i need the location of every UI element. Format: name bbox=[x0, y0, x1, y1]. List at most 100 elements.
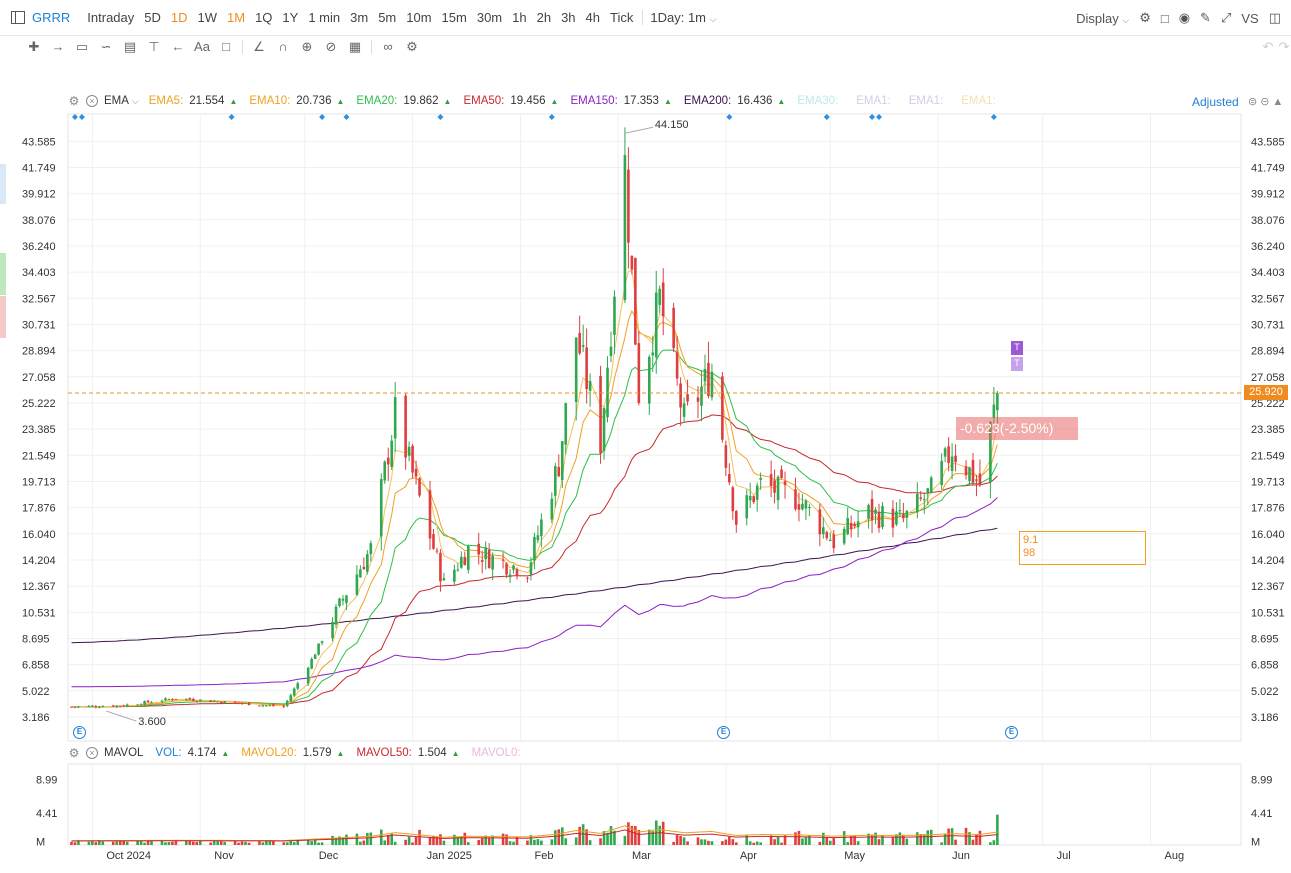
ema-legend: ⚙ × EMA ⌵ EMA5: 21.554 ▲ EMA10: 20.736 ▲ EMA20… bbox=[68, 95, 1014, 107]
indicator-name[interactable]: EMA bbox=[104, 95, 129, 107]
note-icon[interactable]: □ bbox=[222, 39, 230, 54]
candle-body bbox=[411, 445, 414, 473]
candle-body bbox=[526, 577, 529, 579]
mavol-legend: ⚙ × MAVOL VOL: 4.174 ▲ MAVOL20: 1.579 ▲ MAVOL5… bbox=[68, 747, 539, 759]
fullscreen-icon[interactable]: ⤢ bbox=[1220, 10, 1232, 25]
line-icon[interactable]: → bbox=[51, 39, 65, 54]
price-tick-label-left: 16.040 bbox=[22, 529, 56, 541]
tf-tick[interactable]: Tick bbox=[610, 10, 634, 25]
price-tick-label-left: 3.186 bbox=[22, 712, 50, 724]
legend-value: 20.736 bbox=[296, 95, 332, 107]
compare-button[interactable]: VS bbox=[1241, 10, 1259, 26]
tf-1w[interactable]: 1W bbox=[197, 10, 218, 25]
volume-bar bbox=[508, 841, 512, 845]
legend-label: EMA30: bbox=[797, 95, 839, 107]
trade-marker[interactable]: T bbox=[1011, 341, 1023, 355]
measure-box[interactable]: 9.1 98 bbox=[1019, 531, 1146, 565]
candle-body bbox=[91, 705, 94, 707]
candle-body bbox=[477, 543, 481, 555]
tf-1q[interactable]: 1Q bbox=[255, 10, 273, 25]
volume-bar bbox=[728, 836, 731, 845]
candle-body bbox=[393, 397, 397, 439]
legend-controls[interactable]: ⊜⊝▲ bbox=[1248, 96, 1287, 108]
earnings-marker[interactable]: E bbox=[73, 726, 86, 739]
volume-bar bbox=[480, 838, 484, 845]
tf-1h[interactable]: 1h bbox=[512, 10, 527, 25]
candle-body bbox=[658, 288, 662, 305]
square-icon[interactable]: □ bbox=[1160, 10, 1169, 26]
layout-icon[interactable]: ◫ bbox=[1268, 10, 1281, 25]
adjusted-toggle[interactable]: Adjusted bbox=[1192, 95, 1239, 109]
volume-bar bbox=[842, 831, 846, 845]
chevron-down-icon: ⌵ bbox=[1122, 14, 1130, 25]
gear-icon[interactable]: ⚙ bbox=[68, 94, 80, 108]
legend-label: EMA5: bbox=[148, 95, 184, 107]
volume-bar bbox=[310, 841, 313, 845]
measure-icon[interactable]: ⊤ bbox=[148, 39, 160, 54]
trash-icon[interactable]: ▦ bbox=[348, 39, 362, 54]
earnings-marker[interactable]: E bbox=[1005, 726, 1018, 739]
camera-icon[interactable]: ◉ bbox=[1178, 10, 1191, 25]
tf-3m[interactable]: 3m bbox=[350, 10, 369, 25]
volume-bar bbox=[581, 824, 585, 845]
tf-1y[interactable]: 1Y bbox=[282, 10, 299, 25]
tf-1m[interactable]: 1M bbox=[227, 10, 246, 25]
tf-30m[interactable]: 30m bbox=[476, 10, 503, 25]
ruler-icon[interactable]: ∠ bbox=[253, 39, 265, 54]
volume-bar bbox=[672, 841, 675, 845]
symbol-label[interactable]: GRRR bbox=[32, 10, 71, 25]
eye-icon[interactable]: ∞ bbox=[383, 39, 393, 54]
tf-15m[interactable]: 15m bbox=[441, 10, 467, 25]
crosshair-icon[interactable]: ✚ bbox=[28, 39, 40, 54]
text-tool[interactable]: Aa bbox=[194, 39, 210, 54]
candle-body bbox=[501, 559, 505, 561]
volume-bar bbox=[87, 841, 91, 845]
tf-5d[interactable]: 5D bbox=[144, 10, 161, 25]
undo-icon[interactable]: ↶ bbox=[1262, 39, 1274, 54]
display-menu[interactable]: Display ⌵ bbox=[1076, 11, 1129, 26]
candle-body bbox=[728, 474, 731, 483]
gear-icon[interactable]: ⚙ bbox=[68, 746, 80, 760]
hide-icon[interactable]: ⊕ bbox=[301, 39, 313, 54]
earnings-marker[interactable]: E bbox=[717, 726, 730, 739]
tf-4h[interactable]: 4h bbox=[585, 10, 601, 25]
candle-body bbox=[752, 496, 756, 503]
fib-icon[interactable]: ▤ bbox=[123, 39, 137, 54]
close-icon[interactable]: × bbox=[86, 747, 98, 759]
candle-body bbox=[453, 569, 456, 582]
high-marker-line bbox=[624, 126, 654, 134]
volume-bar bbox=[188, 840, 192, 845]
tf-1d[interactable]: 1D bbox=[170, 10, 188, 25]
panel-toggle-icon[interactable] bbox=[11, 11, 25, 24]
pencil-icon[interactable]: ✎ bbox=[1200, 10, 1211, 25]
tf-3h[interactable]: 3h bbox=[561, 10, 576, 25]
tf-2h[interactable]: 2h bbox=[536, 10, 552, 25]
candle-body bbox=[867, 504, 870, 519]
volume-bar bbox=[456, 836, 460, 845]
tf-10m[interactable]: 10m bbox=[406, 10, 432, 25]
pattern-icon[interactable]: ∽ bbox=[100, 39, 112, 54]
tf-intraday[interactable]: Intraday bbox=[87, 10, 135, 25]
chevron-down-icon[interactable]: ⌵ bbox=[131, 95, 139, 106]
trade-marker[interactable]: T bbox=[1011, 357, 1023, 371]
close-icon[interactable]: × bbox=[86, 95, 98, 107]
redo-icon[interactable]: ↷ bbox=[1278, 39, 1290, 54]
volume-bar bbox=[658, 825, 662, 845]
tf-5m[interactable]: 5m bbox=[378, 10, 397, 25]
arrow-icon[interactable]: ← bbox=[171, 39, 185, 54]
candle-body bbox=[954, 455, 957, 463]
lock-icon[interactable]: ⊘ bbox=[325, 39, 337, 54]
volume-bar bbox=[292, 842, 296, 845]
top-toolbar-right: Display ⌵ ⚙ □ ◉ ✎ ⤢ VS ◫ bbox=[1076, 0, 1291, 36]
magnet-icon[interactable]: ∩ bbox=[278, 39, 288, 54]
gear-icon[interactable]: ⚙ bbox=[1139, 10, 1151, 25]
price-tick-label: 39.912 bbox=[1251, 189, 1285, 201]
interval-select[interactable]: 1Day: 1m ⌵ bbox=[642, 10, 721, 25]
candle-body bbox=[842, 528, 846, 544]
channel-icon[interactable]: ▭ bbox=[75, 39, 89, 54]
settings-icon[interactable]: ⚙ bbox=[406, 39, 418, 54]
tf-1min[interactable]: 1 min bbox=[308, 10, 341, 25]
volume-bar bbox=[125, 841, 129, 845]
indicator-name[interactable]: MAVOL bbox=[104, 747, 144, 759]
